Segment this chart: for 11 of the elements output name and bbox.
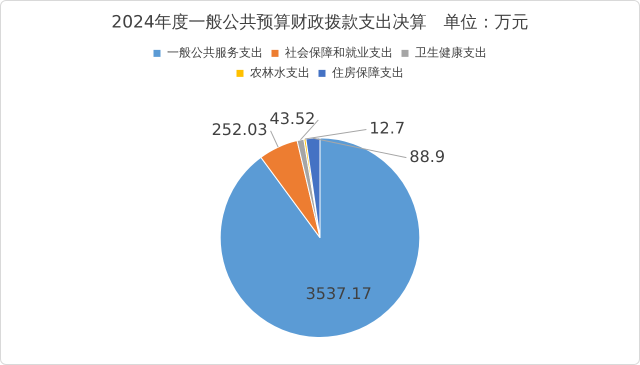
data-label: 12.7: [369, 118, 405, 138]
legend-label: 农林水支出: [250, 66, 310, 80]
legend-label: 社会保障和就业支出: [285, 46, 393, 60]
chart-title: 2024年度一般公共预算财政拨款支出决算 单位：万元: [111, 12, 529, 33]
legend-label: 卫生健康支出: [415, 46, 487, 60]
data-label: 88.9: [409, 146, 446, 166]
data-label: 252.03: [212, 120, 268, 139]
legend-label: 住房保障支出: [331, 66, 404, 80]
legend-label: 一般公共服务支出: [167, 46, 263, 60]
data-label: 43.52: [270, 109, 316, 128]
data-label: 3537.17: [306, 284, 372, 303]
